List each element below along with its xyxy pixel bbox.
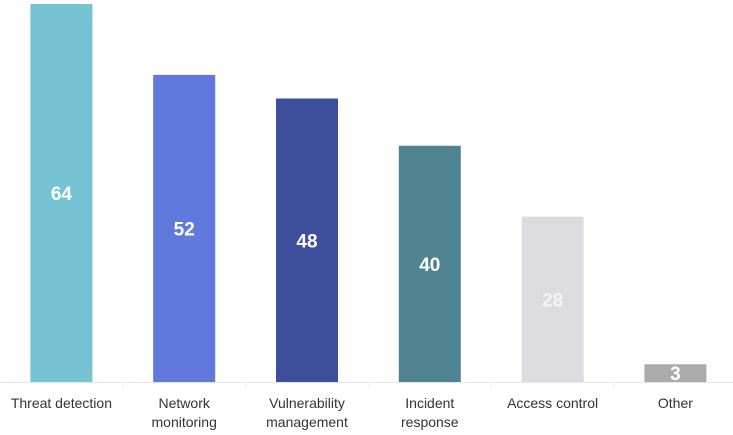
bar-1 <box>153 74 216 382</box>
x-tick-label-3: response <box>401 414 459 430</box>
bar-0 <box>30 4 93 382</box>
x-tick-label-5: Other <box>658 395 693 411</box>
data-label-5: 3 <box>670 364 681 385</box>
data-label-0: 64 <box>51 184 73 205</box>
data-label-4: 28 <box>542 290 563 311</box>
data-label-2: 48 <box>296 231 317 252</box>
x-tick-label-0: Threat detection <box>11 395 112 411</box>
x-tick-label-2: Vulnerability <box>269 395 345 411</box>
data-label-1: 52 <box>174 219 195 240</box>
data-label-3: 40 <box>419 255 440 276</box>
x-tick-label-3: Incident <box>405 395 454 411</box>
bar-4 <box>521 216 584 382</box>
x-tick-label-1: monitoring <box>152 414 217 430</box>
x-tick-label-1: Network <box>159 395 211 411</box>
x-tick-label-2: management <box>266 414 348 430</box>
bar-5 <box>644 364 707 382</box>
bar-3 <box>398 145 461 382</box>
bar-2 <box>276 98 338 382</box>
x-tick-label-4: Access control <box>507 395 598 411</box>
